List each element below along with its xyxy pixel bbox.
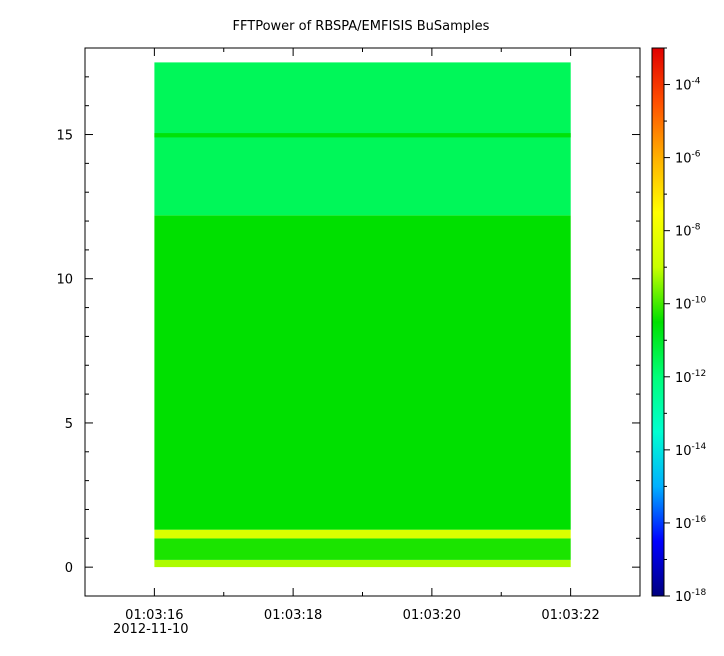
y-tick-label: 10: [56, 273, 73, 288]
y-tick-label: 0: [65, 561, 73, 576]
colorbar-tick-label: 10-10: [675, 296, 707, 313]
colorbar-tick-label: 10-8: [675, 223, 701, 240]
x-tick-label: 01:03:18: [264, 608, 322, 623]
plot-area: 0 5 10 15 01:03:16 01:03:18 01:03:20 01:03:22: [56, 47, 641, 623]
colorbar-ticks: 10-4 10-6 10-8 10-10 10-12 10-14 10-16 10-18: [664, 47, 707, 605]
colorbar-tick-label: 10-4: [675, 77, 701, 94]
x-date-label: 2012-11-10: [113, 622, 189, 637]
x-tick-label: 01:03:22: [541, 608, 599, 623]
chart-title: FFTPower of RBSPA/EMFISIS BuSamples: [233, 19, 490, 34]
colorbar-tick-label: 10-14: [675, 442, 707, 459]
y-tick-label: 15: [56, 129, 73, 144]
heatmap-band: [154, 133, 571, 138]
colorbar-tick-label: 10-18: [675, 588, 707, 605]
y-tick-label: 5: [65, 417, 73, 432]
heatmap-band: [154, 529, 571, 539]
colorbar-gradient: [651, 47, 665, 597]
x-tick-label: 01:03:16: [125, 608, 183, 623]
heatmap-band: [154, 62, 571, 216]
colorbar-tick-label: 10-16: [675, 515, 707, 532]
heatmap: [154, 62, 571, 568]
heatmap-band: [154, 215, 571, 530]
colorbar-tick-label: 10-12: [675, 369, 706, 386]
colorbar-tick-label: 10-6: [675, 150, 701, 167]
heatmap-band: [154, 559, 571, 568]
heatmap-band: [154, 538, 571, 560]
colorbar: 10-4 10-6 10-8 10-10 10-12 10-14 10-16 10-18: [651, 47, 707, 605]
x-tick-label: 01:03:20: [403, 608, 461, 623]
y-axis: 0 5 10 15: [56, 47, 640, 597]
x-axis: 01:03:16 01:03:18 01:03:20 01:03:22: [84, 48, 641, 623]
